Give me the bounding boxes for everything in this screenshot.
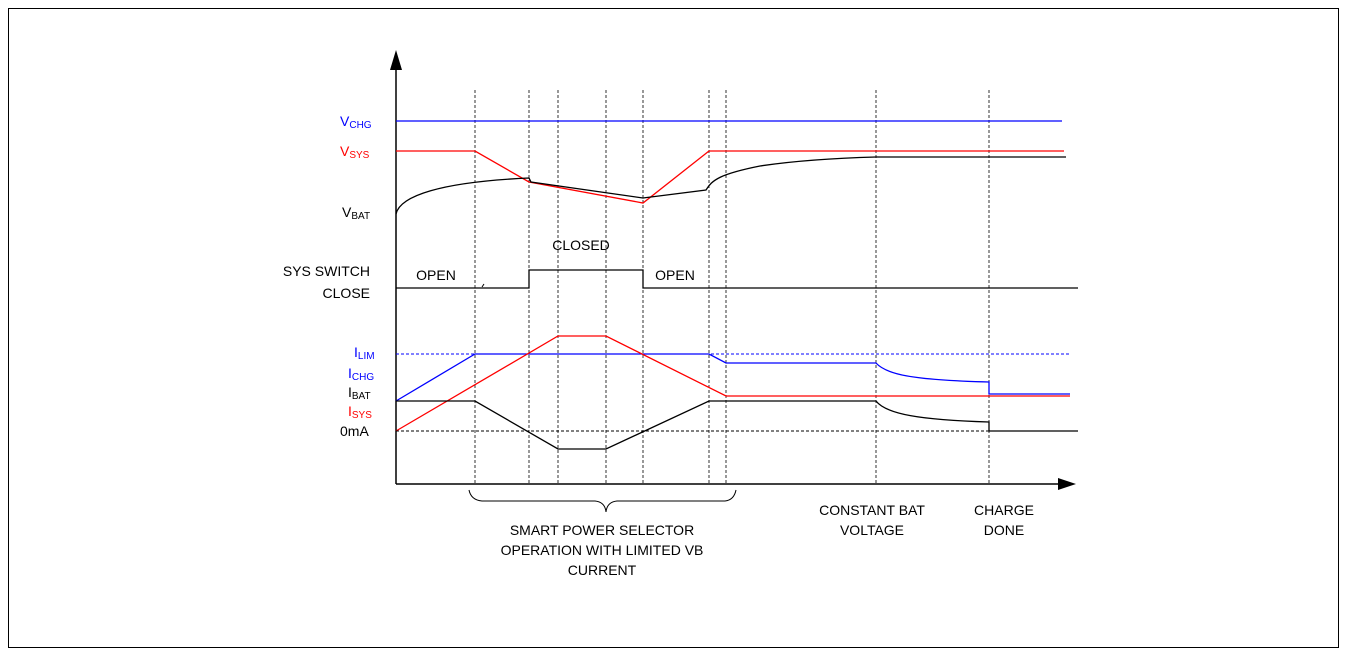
ilim-label: ILIM <box>354 344 375 362</box>
const-annotation-line1: CONSTANT BAT <box>819 502 925 518</box>
smart-annotation-line3: CURRENT <box>568 562 637 578</box>
x-axis-arrow <box>1058 478 1076 490</box>
ibat-label: IBAT <box>348 384 371 402</box>
vbat-trace <box>395 156 1066 215</box>
switch-state-open-1: OPEN <box>416 267 456 283</box>
switch-state-closed: CLOSED <box>552 237 610 253</box>
ibat-trace <box>396 400 1078 450</box>
diagram-frame <box>8 8 1339 648</box>
sys-switch-trace <box>396 269 1078 289</box>
stray-tick <box>481 283 485 288</box>
smart-annotation-line2: OPERATION WITH LIMITED VB <box>501 542 704 558</box>
vsys-trace <box>396 150 1064 204</box>
smart-annotation-line1: SMART POWER SELECTOR <box>510 522 694 538</box>
ichg-trace <box>395 353 1070 402</box>
brace <box>468 489 737 513</box>
isys-trace <box>395 335 1070 432</box>
timing-diagram: VCHG VSYS VBAT SYS SWITCH CLOSE ILIM ICH… <box>283 50 1078 578</box>
switch-state-open-2: OPEN <box>655 267 695 283</box>
ichg-label: ICHG <box>348 365 374 383</box>
done-annotation-line1: CHARGE <box>974 502 1034 518</box>
sys-switch-label-line1: SYS SWITCH <box>283 263 370 279</box>
vsys-label: VSYS <box>340 143 370 161</box>
time-markers <box>474 90 990 484</box>
done-annotation-line2: DONE <box>984 522 1024 538</box>
y-axis-arrow <box>390 50 402 70</box>
const-annotation-line2: VOLTAGE <box>840 522 904 538</box>
sys-switch-label-line2: CLOSE <box>323 285 370 301</box>
vbat-label: VBAT <box>342 204 370 222</box>
vchg-label: VCHG <box>340 113 372 131</box>
isys-label: ISYS <box>348 403 372 421</box>
zero-ma-label: 0mA <box>340 423 369 439</box>
